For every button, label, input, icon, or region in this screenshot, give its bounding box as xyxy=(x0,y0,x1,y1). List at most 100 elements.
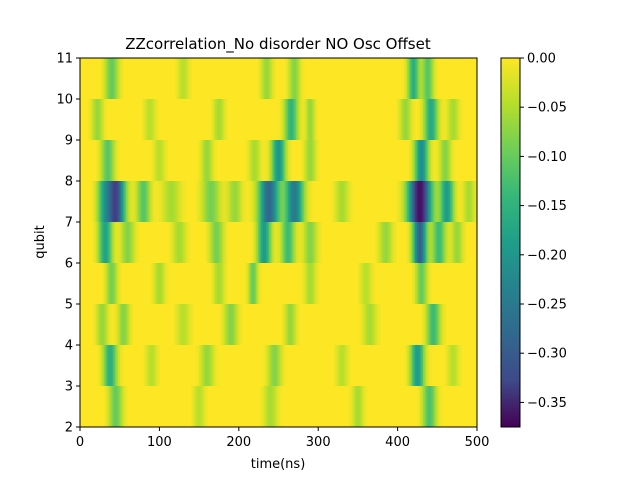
y-tick-label: 7 xyxy=(65,216,73,231)
heatmap-cell xyxy=(342,345,345,386)
heatmap-cell xyxy=(284,140,288,181)
heatmap-cell xyxy=(95,181,99,222)
heatmap-cell xyxy=(289,181,292,222)
heatmap-cell xyxy=(226,222,229,263)
heatmap-cell xyxy=(167,263,170,304)
colorbar-tick-label: −0.05 xyxy=(527,101,567,116)
heatmap-cell xyxy=(95,140,99,181)
heatmap-cell xyxy=(407,58,410,99)
heatmap-cell xyxy=(108,58,111,99)
y-tick-label: 11 xyxy=(56,52,73,67)
heatmap-cell xyxy=(410,345,413,386)
heatmap-cell xyxy=(216,181,219,222)
heatmap-cell xyxy=(106,58,110,99)
heatmap-cell xyxy=(432,140,435,181)
heatmap-cell xyxy=(168,222,172,263)
heatmap-cell xyxy=(208,222,211,263)
colorbar-tick-label: −0.15 xyxy=(527,199,567,214)
heatmap-cell xyxy=(280,99,283,140)
heatmap-cell xyxy=(257,181,261,222)
heatmap-cell xyxy=(430,222,434,263)
heatmap-cell xyxy=(153,181,156,222)
heatmap-cell xyxy=(415,222,418,263)
heatmap-cell xyxy=(130,222,134,263)
heatmap-cell xyxy=(162,140,165,181)
heatmap-cell xyxy=(230,304,234,345)
y-tick-label: 3 xyxy=(65,380,73,395)
heatmap-cell xyxy=(302,263,305,304)
heatmap-cell xyxy=(284,181,288,222)
heatmap-cell xyxy=(140,181,143,222)
heatmap-cell xyxy=(437,140,440,181)
heatmap-cell xyxy=(415,345,418,386)
heatmap-cell xyxy=(207,140,210,181)
heatmap-cell xyxy=(438,99,442,140)
heatmap-cell xyxy=(426,386,429,427)
heatmap-cell xyxy=(113,386,116,427)
heatmap-cell xyxy=(105,263,108,304)
heatmap-cell xyxy=(316,263,319,304)
heatmap-cell xyxy=(426,263,429,304)
heatmap-cell xyxy=(278,99,281,140)
heatmap-cell xyxy=(194,386,197,427)
heatmap-cell xyxy=(143,345,146,386)
heatmap-cell xyxy=(100,304,103,345)
heatmap-cell xyxy=(156,263,159,304)
heatmap-cell xyxy=(243,181,246,222)
heatmap-cell xyxy=(110,345,113,386)
heatmap-cell xyxy=(126,222,129,263)
heatmap-cell xyxy=(99,345,102,386)
heatmap-cell xyxy=(376,304,380,345)
heatmap-cell xyxy=(95,222,99,263)
heatmap-cell xyxy=(148,181,151,222)
heatmap-cell xyxy=(224,263,227,304)
heatmap-cell xyxy=(410,140,413,181)
heatmap-cell xyxy=(300,263,303,304)
heatmap-cell xyxy=(338,181,342,222)
heatmap-cell xyxy=(461,99,464,140)
heatmap-cell xyxy=(237,304,240,345)
heatmap-cell xyxy=(114,181,118,222)
heatmap-cell xyxy=(200,181,203,222)
heatmap-cell xyxy=(213,345,216,386)
heatmap-cell xyxy=(280,140,283,181)
heatmap-cell xyxy=(405,58,408,99)
heatmap-cell xyxy=(200,345,203,386)
heatmap-cell xyxy=(245,181,248,222)
heatmap-cell xyxy=(108,222,111,263)
heatmap-cell xyxy=(348,345,351,386)
heatmap-cell xyxy=(349,181,353,222)
heatmap-cell xyxy=(286,304,289,345)
heatmap-cell xyxy=(221,222,224,263)
heatmap-cell xyxy=(291,304,294,345)
heatmap-cell xyxy=(180,58,183,99)
heatmap-cell xyxy=(308,140,311,181)
heatmap-cell xyxy=(276,386,280,427)
heatmap-cell xyxy=(419,99,423,140)
heatmap-cell xyxy=(106,345,110,386)
x-axis-label: time(ns) xyxy=(251,457,306,472)
heatmap-cell xyxy=(270,140,273,181)
colorbar-tick-label: −0.30 xyxy=(527,347,567,362)
heatmap-cell xyxy=(369,304,372,345)
heatmap-cell xyxy=(229,304,232,345)
heatmap-cell xyxy=(102,181,105,222)
heatmap-cell xyxy=(270,386,273,427)
heatmap-cell xyxy=(105,345,108,386)
heatmap-cell xyxy=(165,263,168,304)
heatmap-cell xyxy=(281,140,284,181)
heatmap-cell xyxy=(165,181,168,222)
heatmap-cell xyxy=(102,222,105,263)
heatmap-cell xyxy=(302,181,305,222)
heatmap-cell xyxy=(195,345,199,386)
heatmap-cell xyxy=(127,222,130,263)
heatmap-cell xyxy=(87,99,91,140)
heatmap-cell xyxy=(397,99,400,140)
heatmap-cell xyxy=(289,58,292,99)
heatmap-cell xyxy=(448,140,451,181)
heatmap-cell xyxy=(430,386,434,427)
heatmap-cell xyxy=(89,99,92,140)
heatmap-cell xyxy=(154,99,157,140)
heatmap-cell xyxy=(411,99,415,140)
heatmap-cell xyxy=(270,181,273,222)
